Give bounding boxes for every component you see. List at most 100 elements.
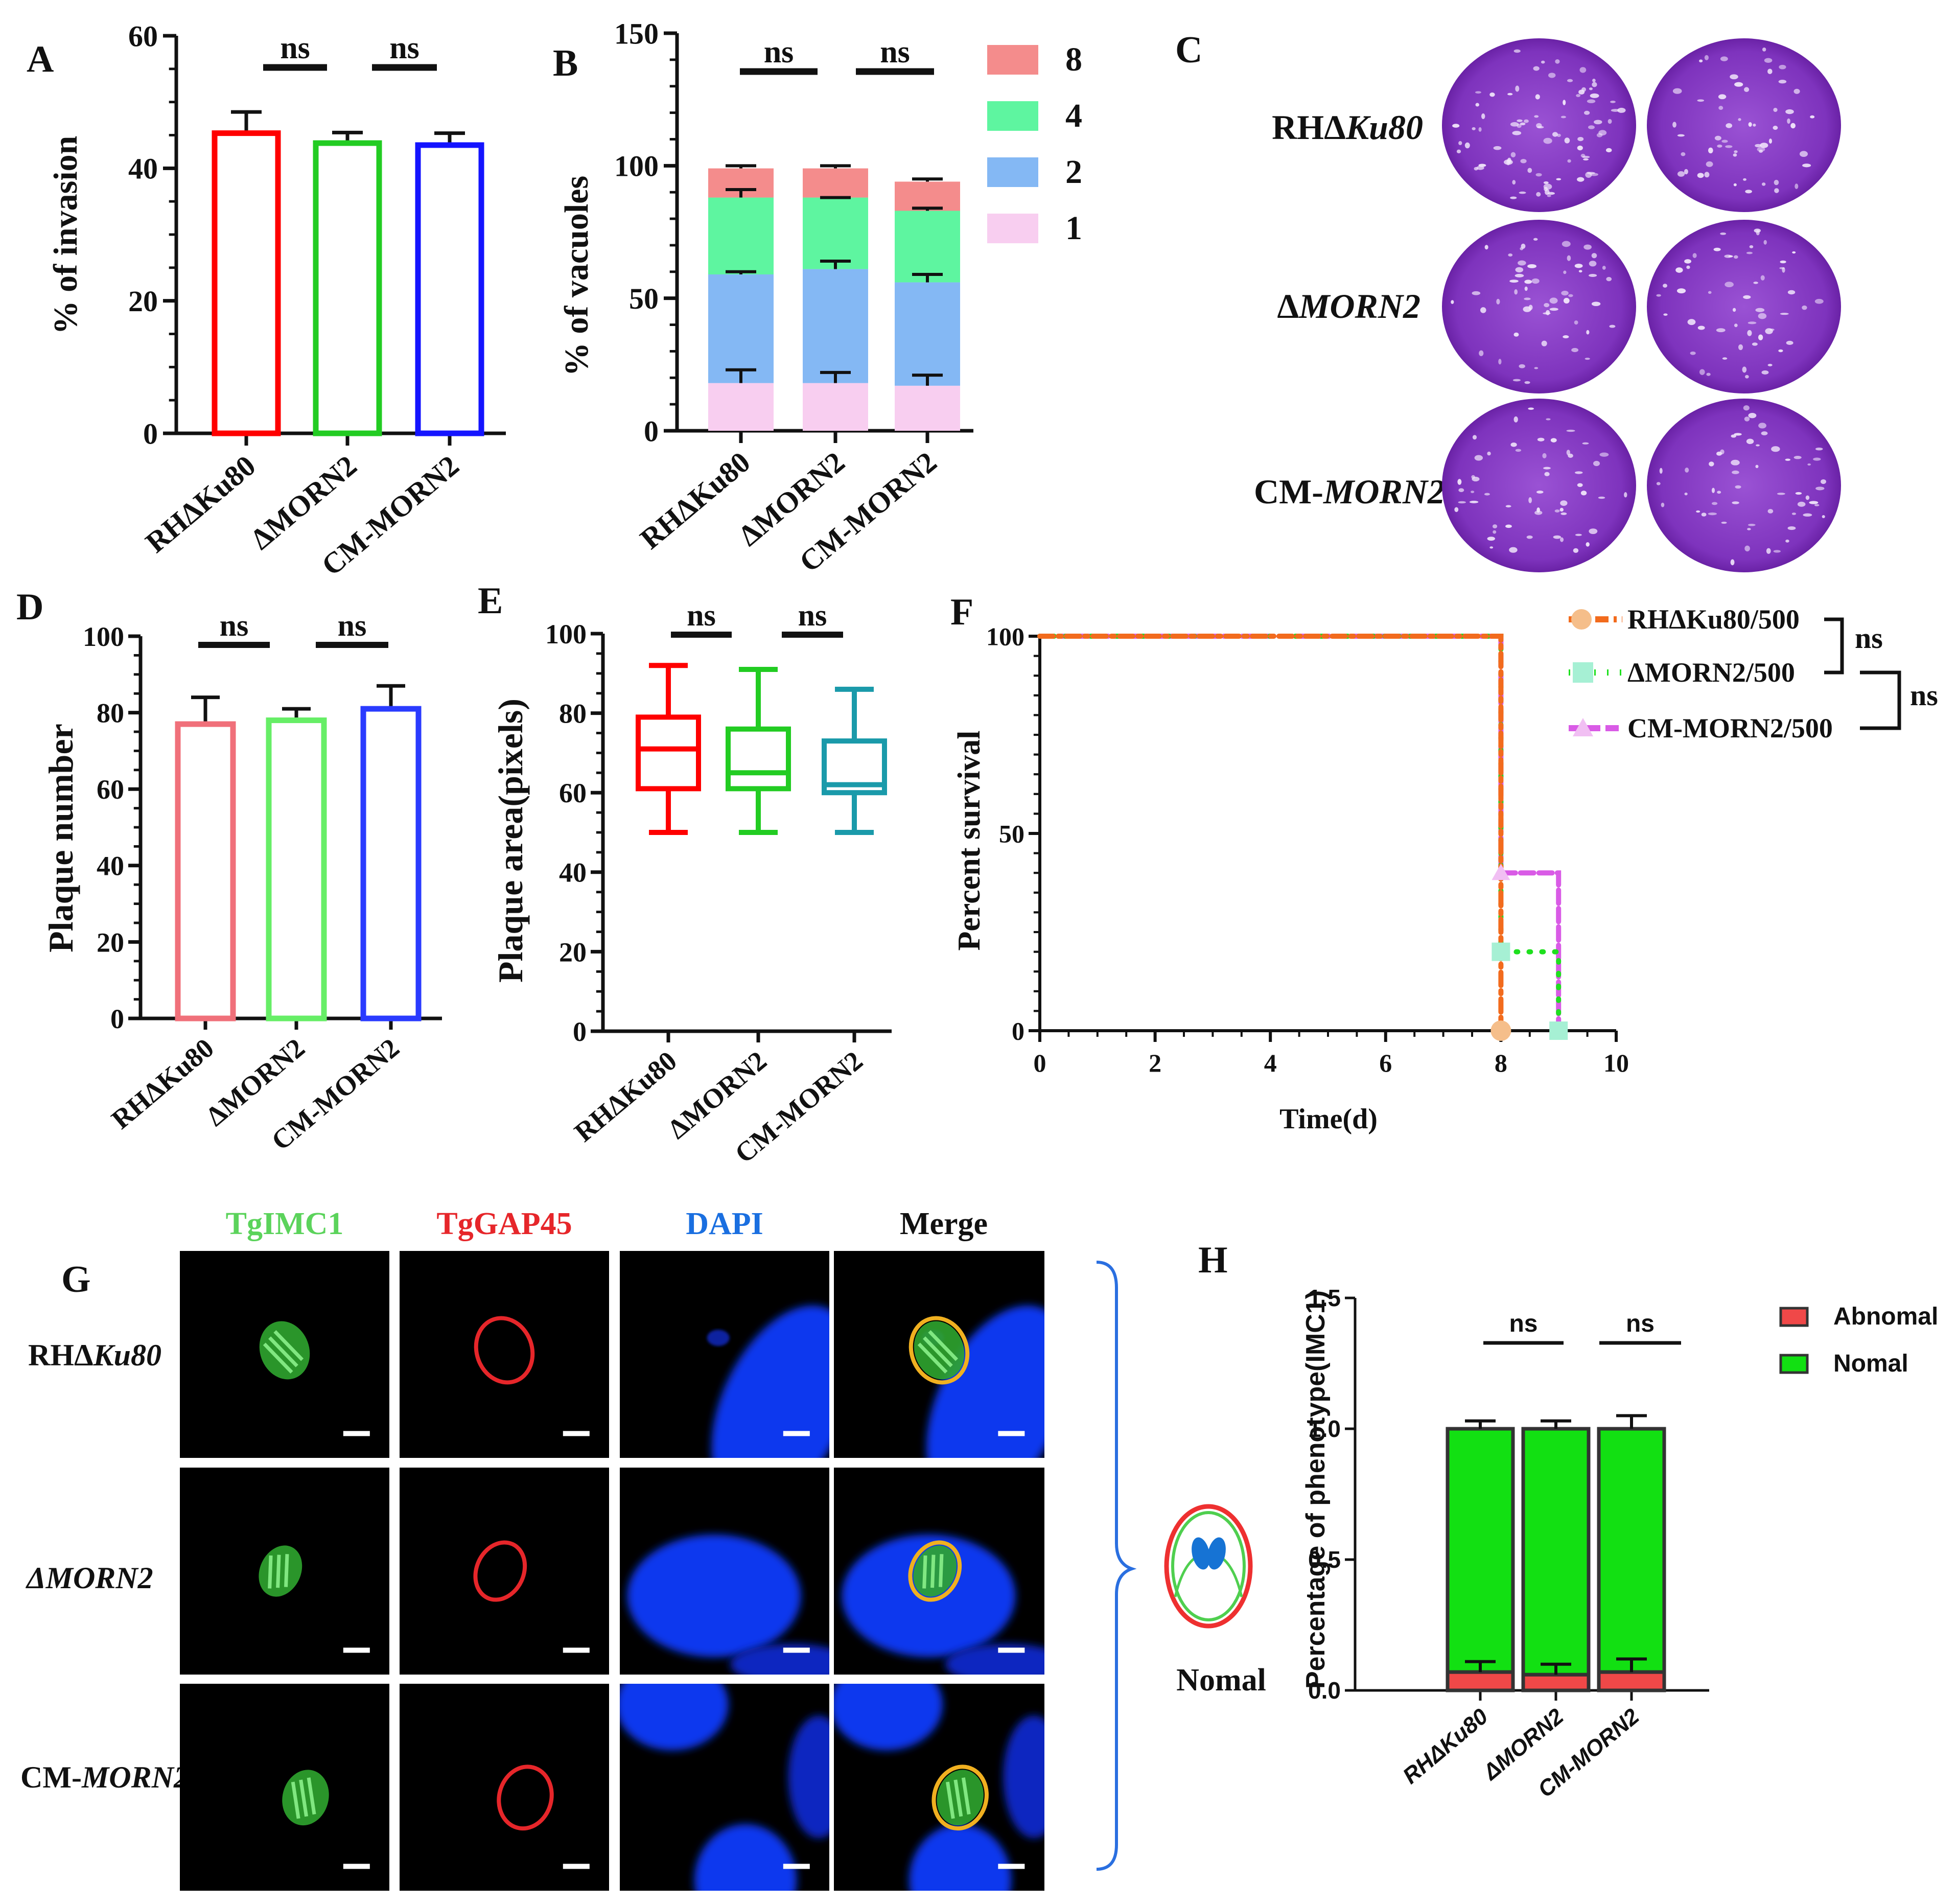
plaque-spot <box>1725 145 1733 148</box>
plaque-spot <box>1677 134 1685 137</box>
plaque-spot <box>1583 244 1592 250</box>
a-bar <box>313 140 382 436</box>
plaque-spot <box>1573 548 1579 553</box>
h-ytick-label: 0.0 <box>1308 1677 1341 1704</box>
e-ytick-label: 0 <box>573 1016 587 1047</box>
micrograph <box>400 1684 609 1891</box>
plaque-spot <box>1764 58 1773 63</box>
plaque-spot <box>1575 471 1583 474</box>
normal-schematic <box>1164 1504 1253 1629</box>
plaque-spot <box>1480 307 1486 313</box>
plaque-spot <box>1454 507 1459 513</box>
a-ylabel: % of invasion <box>47 136 84 335</box>
nucleus <box>909 1824 1012 1891</box>
plaque-spot <box>1590 93 1599 98</box>
plaque-spot <box>1471 491 1475 493</box>
plaque-spot <box>1766 548 1771 554</box>
plaque-spot <box>1793 88 1800 94</box>
plaque-spot <box>1585 172 1592 178</box>
plaque-spot <box>1560 500 1568 506</box>
plaque-spot <box>1509 280 1519 283</box>
plaque-spot <box>1762 47 1766 52</box>
plaque-spot <box>1731 434 1737 438</box>
plaque-spot <box>1720 449 1725 455</box>
plaque-spot <box>1774 188 1779 193</box>
plaque-spot <box>1541 340 1547 346</box>
plaque-spot <box>1713 247 1721 251</box>
e-box <box>636 714 701 792</box>
plaque-spot <box>1726 123 1733 128</box>
plaque-spot <box>1484 245 1488 250</box>
panel-label-a: A <box>27 38 54 80</box>
d-ytick-label: 60 <box>97 774 124 805</box>
imc1-stripe <box>307 1777 316 1815</box>
nucleus-left <box>1192 1537 1210 1570</box>
f-marker-square <box>1492 942 1510 961</box>
b-legend-swatch-8 <box>987 45 1038 75</box>
plaque-spot <box>1813 457 1821 461</box>
plaque-spot <box>1692 253 1697 258</box>
plaque-spot <box>1598 496 1605 499</box>
plaque-spot <box>1624 492 1627 498</box>
b-bar-seg-1 <box>803 383 868 431</box>
g-col-header: DAPI <box>686 1206 763 1241</box>
b-bar-seg-8 <box>895 181 960 211</box>
plaque-spot <box>1799 151 1808 157</box>
plaque-spot <box>1815 447 1823 451</box>
plaque-spot <box>1717 491 1721 494</box>
plaque-spot <box>1767 363 1773 366</box>
plaque-spot <box>1564 137 1570 144</box>
imc1-stripe <box>273 1330 304 1361</box>
plaque-spot <box>1493 530 1497 534</box>
plaque-spot <box>1778 349 1783 353</box>
plaque-spot <box>1805 495 1810 500</box>
d-xtick-label: RHΔKu80 <box>106 1032 220 1135</box>
nucleus <box>694 1824 797 1891</box>
plaque-spot <box>1536 123 1542 128</box>
plaque-spot <box>1591 253 1597 259</box>
b-bar-seg-4 <box>708 197 774 274</box>
d-ns-label: ns <box>220 609 249 642</box>
plaque-spot <box>1768 138 1773 144</box>
plaque-spot <box>1496 298 1500 305</box>
plaque-spot <box>1474 455 1483 461</box>
plaque-spot <box>1577 136 1584 142</box>
plaque-spot <box>1773 126 1778 130</box>
b-bar-seg-4 <box>895 211 960 283</box>
h-xtick-label: RHΔKu80 <box>1398 1704 1493 1789</box>
plaque-spot <box>1578 270 1582 273</box>
plaque-spot <box>1585 357 1590 360</box>
plaque-spot <box>1475 103 1479 107</box>
plaque-spot <box>1504 159 1513 165</box>
f-xtick-label: 0 <box>1034 1049 1046 1077</box>
plaque-spot <box>1785 109 1794 114</box>
plaque-spot <box>1524 286 1528 291</box>
g-row-label-2: ΔMORN2 <box>26 1561 153 1595</box>
plaque-spot <box>1684 492 1688 496</box>
plaque-spot <box>1464 142 1470 149</box>
b-legend-label: 8 <box>1065 41 1082 78</box>
plaque-spot <box>1731 459 1740 466</box>
micrograph-bg <box>180 1684 389 1891</box>
plaque-spot <box>1534 367 1539 369</box>
plaque-spot <box>1785 458 1791 461</box>
plaque-spot <box>1472 127 1476 130</box>
plaque-spot <box>1761 370 1769 375</box>
plaque-spot <box>1685 468 1689 473</box>
f-xtick-label: 6 <box>1379 1049 1392 1077</box>
plaque-spot <box>1822 515 1825 519</box>
plaque-spot <box>1771 446 1780 452</box>
micrograph <box>400 1251 609 1458</box>
plaque-spot <box>1582 442 1589 445</box>
plaque-spot <box>1537 437 1545 442</box>
plaque-spot <box>1730 74 1738 80</box>
plaque-spot <box>1524 280 1532 284</box>
plaque-spot <box>1524 297 1531 300</box>
imc1-stripe <box>276 1554 281 1588</box>
plaque-spot <box>1699 369 1705 375</box>
gap45-ring <box>931 1764 989 1831</box>
plaque-spot <box>1795 183 1799 189</box>
plaque-spot <box>1732 470 1739 474</box>
plaque-spot <box>1721 140 1728 143</box>
f-ns-label: ns <box>1910 679 1938 712</box>
